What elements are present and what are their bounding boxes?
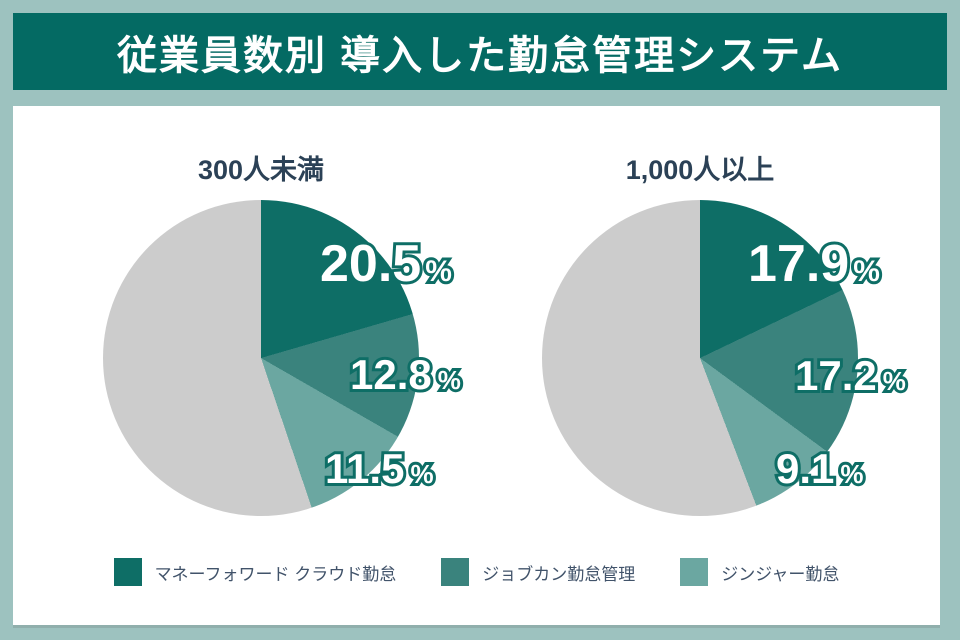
percent-sign: % [407,458,436,490]
percent-sign: % [880,365,909,397]
legend-label: ジンジャー勤怠 [721,564,840,584]
chart-title-under-300: 300人未満 [197,155,325,185]
chart-title-over-1000: 1,000人以上 [625,155,775,185]
legend-label: ジョブカン勤怠管理 [482,564,636,584]
value-number: 9.1 [773,445,837,493]
pie-chart-under-300 [103,200,419,516]
value-number: 11.5 [322,445,407,493]
percent-sign: % [837,458,866,490]
legend-item-jinjer: ジンジャー勤怠 [680,558,839,586]
legend-swatch-light-teal [680,558,709,586]
percent-sign: % [422,254,455,290]
value-label-over1000-jobcan: 17.2% [792,352,909,400]
legend: マネーフォワード クラウド勤怠 ジョブカン勤怠管理 ジンジャー勤怠 [13,558,940,586]
chart-card: 300人未満 1,000人以上 20.5% 12.8% 11.5% 17.9% … [13,106,940,625]
value-number: 17.9 [745,235,852,293]
legend-item-jobcan: ジョブカン勤怠管理 [441,558,635,586]
value-number: 17.2 [792,352,880,400]
value-label-over1000-jinjer: 9.1% [773,445,867,493]
pie-chart-over-1000 [542,200,858,516]
header-bar: 従業員数別 導入した勤怠管理システム [13,13,947,90]
value-label-over1000-moneyforward: 17.9% [745,235,883,293]
page-title: 従業員数別 導入した勤怠管理システム [117,33,843,78]
legend-swatch-medium-teal [441,558,470,586]
legend-swatch-dark-teal [113,558,142,586]
value-number: 20.5 [317,235,424,293]
value-number: 12.8 [347,351,435,399]
percent-sign: % [435,364,464,396]
value-label-under300-moneyforward: 20.5% [317,235,455,293]
value-label-under300-jinjer: 11.5% [322,445,437,493]
legend-item-moneyforward: マネーフォワード クラウド勤怠 [113,558,397,586]
value-label-under300-jobcan: 12.8% [347,351,464,399]
percent-sign: % [850,254,883,290]
legend-label: マネーフォワード クラウド勤怠 [154,564,397,584]
